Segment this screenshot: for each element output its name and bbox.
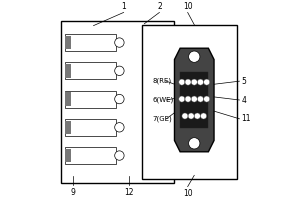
Circle shape bbox=[204, 96, 210, 102]
Circle shape bbox=[197, 79, 203, 85]
Text: 1: 1 bbox=[121, 2, 126, 11]
Circle shape bbox=[182, 113, 188, 119]
Circle shape bbox=[179, 79, 185, 85]
Text: 10: 10 bbox=[183, 2, 193, 11]
Circle shape bbox=[115, 38, 124, 47]
Bar bbox=[142, 25, 237, 179]
Bar bbox=[65, 34, 116, 51]
Text: 6(WE): 6(WE) bbox=[153, 97, 174, 103]
Bar bbox=[65, 64, 71, 78]
Circle shape bbox=[115, 94, 124, 104]
Text: 8(RE): 8(RE) bbox=[153, 78, 172, 84]
Bar bbox=[65, 149, 71, 162]
Circle shape bbox=[115, 66, 124, 76]
Circle shape bbox=[179, 96, 185, 102]
Circle shape bbox=[191, 79, 197, 85]
Bar bbox=[65, 119, 116, 136]
Text: 9: 9 bbox=[70, 188, 75, 197]
Text: 2: 2 bbox=[157, 2, 162, 11]
Circle shape bbox=[189, 51, 200, 62]
Circle shape bbox=[201, 113, 207, 119]
Circle shape bbox=[191, 96, 197, 102]
Bar bbox=[65, 36, 71, 49]
Bar bbox=[180, 72, 208, 128]
Circle shape bbox=[194, 113, 200, 119]
Circle shape bbox=[115, 123, 124, 132]
Circle shape bbox=[204, 79, 210, 85]
Circle shape bbox=[185, 96, 191, 102]
Text: 11: 11 bbox=[241, 114, 251, 123]
Text: 10: 10 bbox=[183, 189, 193, 198]
Polygon shape bbox=[175, 48, 214, 152]
Circle shape bbox=[197, 96, 203, 102]
Circle shape bbox=[115, 151, 124, 160]
Bar bbox=[65, 92, 71, 106]
Bar bbox=[61, 21, 175, 183]
Circle shape bbox=[185, 79, 191, 85]
Bar bbox=[65, 91, 116, 108]
Text: 12: 12 bbox=[124, 188, 134, 197]
Bar bbox=[65, 121, 71, 134]
Text: 5: 5 bbox=[241, 77, 246, 86]
Bar bbox=[65, 147, 116, 164]
Text: 7(GE): 7(GE) bbox=[153, 116, 172, 122]
Bar bbox=[65, 62, 116, 79]
Circle shape bbox=[189, 138, 200, 149]
Circle shape bbox=[188, 113, 194, 119]
Text: 4: 4 bbox=[241, 96, 246, 105]
